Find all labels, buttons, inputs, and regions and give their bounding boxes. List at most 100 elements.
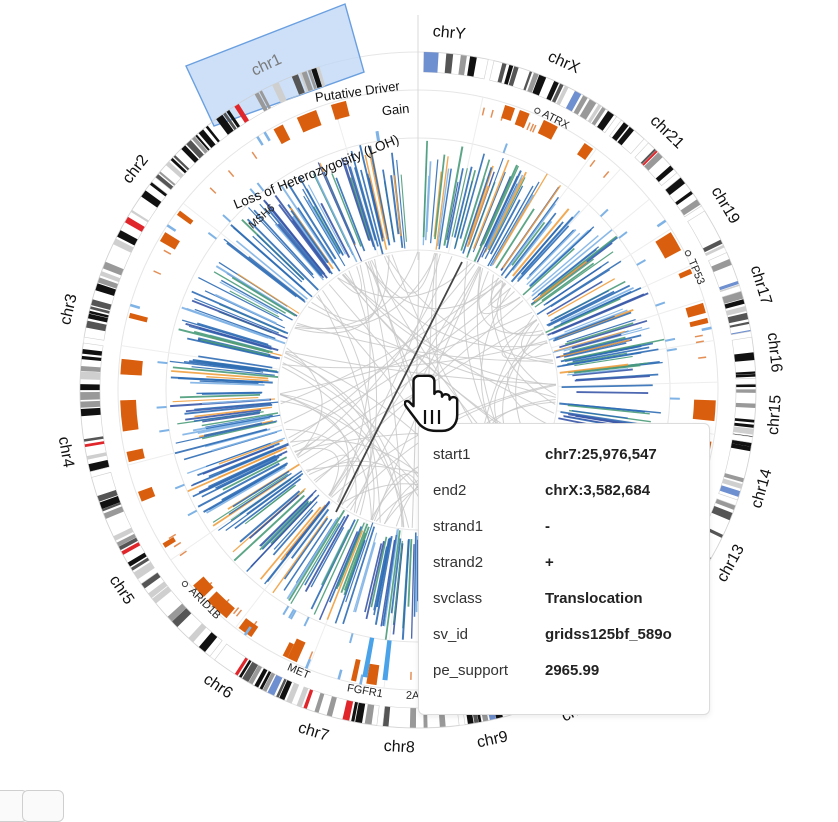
loh-segment (153, 270, 161, 275)
sv-bar (383, 170, 395, 243)
ideogram-chr2[interactable] (84, 182, 167, 340)
sv-bar (249, 257, 305, 301)
ideogram-band (84, 441, 104, 447)
gain-tick (504, 144, 507, 153)
ideogram-band (424, 52, 439, 73)
chromosome-label-chr9: chr9 (475, 728, 509, 751)
ideogram-band (327, 696, 337, 717)
loh-segment (693, 400, 716, 422)
chromosome-label-chr5: chr5 (106, 572, 138, 607)
loh-segment (577, 143, 593, 160)
gene-label-FGFR1: FGFR1 (346, 682, 384, 700)
ideogram-band (80, 384, 100, 390)
ideogram-chr18[interactable] (709, 253, 740, 292)
ideogram-band (445, 53, 454, 74)
chromosome-label-chrY: chrY (432, 23, 467, 43)
ideogram-band (734, 352, 755, 361)
tooltip-key: end2 (433, 482, 545, 499)
ideogram-band (188, 623, 206, 642)
ideogram-band (458, 55, 467, 76)
loh-segment (130, 304, 140, 309)
sv-bar (238, 274, 299, 314)
chromosome-label-chr3: chr3 (57, 292, 81, 326)
ideogram-chr4[interactable] (92, 472, 155, 579)
loh-segment (210, 187, 217, 194)
gain-tick (208, 233, 216, 239)
loh-segment (701, 327, 711, 332)
loh-segment (526, 122, 530, 130)
ideogram-band (81, 356, 101, 361)
loh-segment (337, 669, 342, 679)
gain-tick (304, 617, 308, 626)
ideogram-chr3[interactable] (80, 343, 109, 472)
sv-bar (412, 544, 414, 639)
chromosome-label-chrX: chrX (545, 48, 582, 77)
ideogram-band (314, 693, 324, 713)
gain-tick (188, 511, 197, 516)
tooltip-row: strand1- (433, 508, 695, 544)
loh-segment (138, 487, 155, 502)
tooltip-key: pe_support (433, 662, 545, 679)
tooltip-value: chrX:3,582,684 (545, 482, 650, 499)
chromosome-label-chr2: chr2 (119, 152, 152, 187)
loh-segment (163, 250, 171, 255)
ideogram-band (82, 349, 102, 356)
loh-segment (263, 132, 270, 142)
toolbar-button[interactable] (22, 790, 64, 822)
gain-tick (283, 606, 288, 615)
tooltip-key: strand1 (433, 518, 545, 535)
gain-tick (601, 210, 608, 217)
loh-segment (177, 211, 193, 225)
loh-segment (657, 220, 667, 228)
tooltip-key: svclass (433, 590, 545, 607)
tooltip-value: gridss125bf_589o (545, 626, 672, 643)
loh-segment (515, 110, 530, 128)
ideogram-chr15[interactable] (733, 384, 756, 437)
ideogram-chr16[interactable] (732, 337, 756, 379)
ideogram-band (711, 259, 732, 272)
ideogram-band (125, 217, 145, 232)
ideogram-band (736, 389, 756, 392)
loh-segment (274, 124, 291, 144)
hand-pointer-icon (404, 372, 464, 438)
tooltip-value: Translocation (545, 590, 643, 607)
ideogram-band (675, 191, 693, 205)
sv-link[interactable] (292, 437, 320, 453)
sv-link[interactable] (307, 455, 348, 495)
ideogram-chr22[interactable] (609, 120, 644, 154)
ideogram-band (729, 322, 749, 328)
ideogram-band (80, 371, 100, 380)
ideogram-chr19[interactable] (688, 211, 725, 256)
chromosome-label-chr15: chr15 (765, 394, 785, 435)
loh-segment (129, 313, 148, 322)
ideogram-band (80, 401, 100, 408)
tooltip-value: chr7:25,976,547 (545, 446, 657, 463)
tooltip-value: 2965.99 (545, 662, 599, 679)
loh-segment (174, 542, 182, 548)
ideogram-band (342, 700, 353, 721)
loh-segment (127, 449, 145, 463)
sv-link[interactable] (497, 282, 544, 335)
tooltip-value: - (545, 518, 550, 535)
gain-tick (655, 302, 664, 305)
tooltip-value: + (545, 554, 554, 571)
chromosome-label-chr13: chr13 (714, 542, 748, 585)
chromosome-label-chr4: chr4 (55, 435, 77, 469)
ideogram-band (365, 704, 375, 725)
ideogram-chr17[interactable] (722, 291, 751, 335)
gain-tick (223, 215, 230, 222)
gain-tick (159, 430, 169, 432)
ideogram-band (166, 161, 184, 178)
chromosome-label-chr7: chr7 (296, 719, 331, 744)
ideogram-band (735, 418, 755, 423)
sv-bar (216, 266, 288, 310)
chromosome-label-chr17: chr17 (747, 264, 775, 307)
loh-segment (482, 108, 485, 116)
